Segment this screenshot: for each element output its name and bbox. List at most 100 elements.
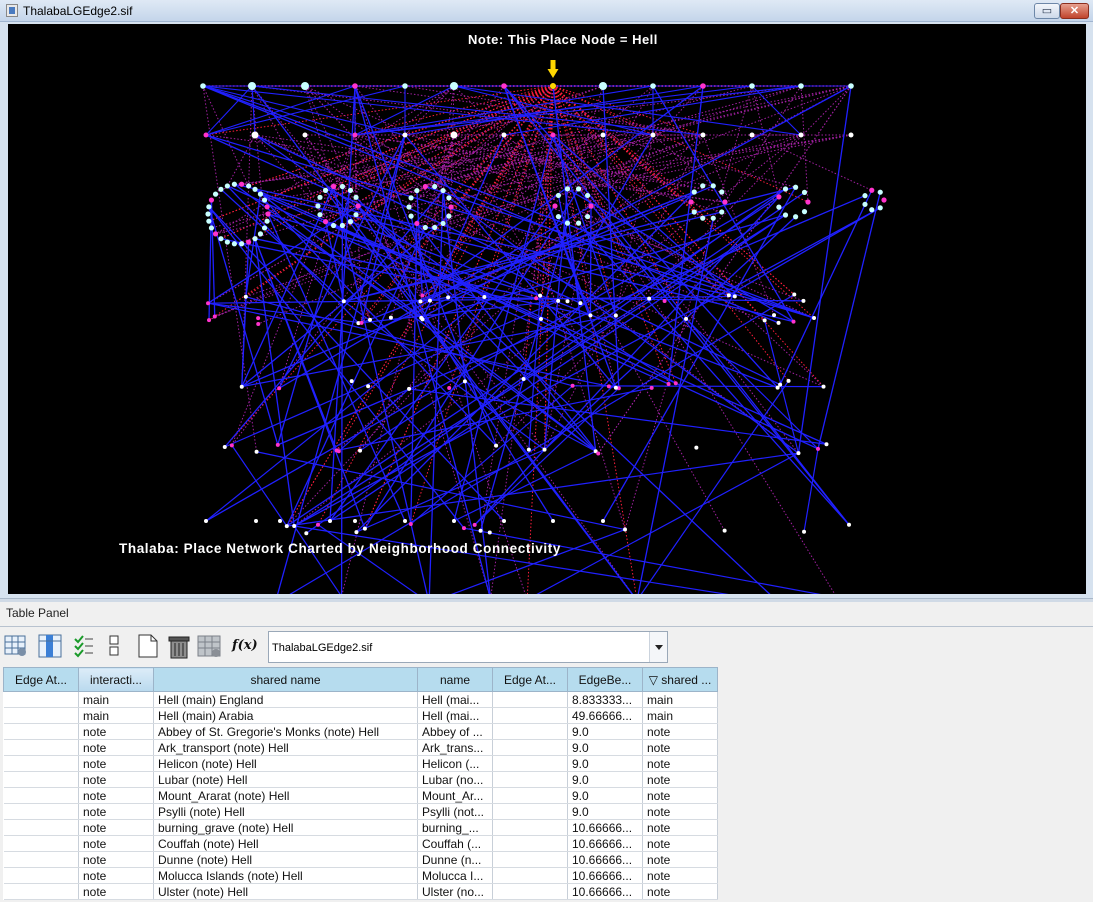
network-node[interactable] [243,294,248,299]
table-cell[interactable]: Molucca Islands (note) Hell [153,867,418,884]
network-node[interactable] [448,204,454,210]
network-node[interactable] [206,218,212,224]
network-node[interactable] [776,320,781,325]
network-node[interactable] [584,192,591,199]
network-node[interactable] [782,186,789,192]
table-cell[interactable]: note [642,739,718,756]
table-row[interactable]: note Couffah (note) Hell Couffah (... 10.66… [3,835,718,852]
column-header[interactable]: ▽ shared ... [642,667,718,692]
network-node[interactable] [246,183,252,189]
network-node[interactable] [613,385,618,390]
network-node[interactable] [601,519,605,523]
network-node[interactable] [450,82,458,90]
network-node[interactable] [446,213,452,219]
network-node[interactable] [317,194,323,200]
network-node[interactable] [420,293,425,298]
network-node[interactable] [330,183,337,190]
network-node[interactable] [575,220,582,226]
network-node[interactable] [494,443,499,448]
network-node[interactable] [726,293,731,298]
network-node[interactable] [212,231,219,237]
network-node[interactable] [732,294,737,299]
network-node[interactable] [200,83,206,89]
network-node[interactable] [877,205,883,211]
network-node[interactable] [222,444,227,449]
network-node[interactable] [700,183,706,189]
table-row[interactable]: note Lubar (note) Hell Lubar (no... 9.0 note [3,771,718,788]
network-node[interactable] [317,212,323,218]
table-cell[interactable]: 9.0 [567,755,643,772]
network-node[interactable] [427,298,432,303]
table-cell[interactable]: note [78,771,154,788]
network-node[interactable] [556,298,561,303]
network-node[interactable] [452,519,456,523]
minimize-button[interactable]: ▭ [1034,3,1060,19]
network-node[interactable] [801,298,806,303]
network-node[interactable] [691,189,697,195]
table-cell[interactable]: Couffah (... [417,835,493,852]
network-file-dropdown[interactable]: ThalabaLGEdge2.sif [268,631,668,663]
network-node[interactable] [231,181,237,187]
trash-icon[interactable] [167,634,191,659]
table-row[interactable]: note Helicon (note) Hell Helicon (... 9.0 no… [3,755,718,772]
table-cell[interactable] [492,691,568,708]
network-node[interactable] [275,442,280,447]
table-cell[interactable]: 9.0 [567,739,643,756]
network-node[interactable] [570,383,575,388]
table-cell[interactable]: Helicon (... [417,755,493,772]
network-node[interactable] [251,131,259,139]
network-node[interactable] [205,211,211,217]
table-row[interactable]: main Hell (main) England Hell (mai... 8.833… [3,691,718,708]
column-header[interactable]: EdgeBe... [567,667,643,692]
table-cell[interactable]: Mount_Ararat (note) Hell [153,787,418,804]
network-node[interactable] [805,199,811,205]
network-node[interactable] [418,299,423,304]
table-cell[interactable]: Couffah (note) Hell [153,835,418,852]
network-node[interactable] [555,213,562,220]
network-node[interactable] [796,451,801,456]
network-node[interactable] [487,530,492,535]
network-node[interactable] [315,522,320,527]
network-node[interactable] [206,204,212,210]
network-node[interactable] [440,187,446,194]
network-node[interactable] [339,183,346,190]
network-node[interactable] [719,189,725,195]
hell-node[interactable] [550,83,556,89]
network-node[interactable] [432,183,438,190]
table-cell[interactable]: main [78,691,154,708]
network-node[interactable] [478,528,483,533]
table-row[interactable]: note burning_grave (note) Hell burning_...… [3,819,718,836]
network-node[interactable] [349,379,354,384]
table-cell[interactable] [3,819,79,836]
table-cell[interactable]: 9.0 [567,803,643,820]
table-cell[interactable] [3,723,79,740]
network-node[interactable] [521,377,526,382]
table-cell[interactable] [3,771,79,788]
table-row[interactable]: note Psylli (note) Hell Psylli (not... 9.0 n… [3,803,718,820]
network-node[interactable] [461,526,466,531]
table-cell[interactable]: note [78,755,154,772]
network-node[interactable] [277,386,282,391]
table-cell[interactable]: 10.66666... [567,867,643,884]
network-node[interactable] [347,219,354,225]
chevron-down-icon[interactable] [649,632,667,662]
network-node[interactable] [578,301,583,306]
network-node[interactable] [352,83,358,89]
table-cell[interactable] [3,739,79,756]
table-cell[interactable] [3,867,79,884]
table-cell[interactable]: note [78,739,154,756]
table-cell[interactable]: main [642,707,718,724]
network-graph[interactable] [8,24,1086,594]
network-node[interactable] [749,132,755,138]
table-row[interactable]: main Hell (main) Arabia Hell (mai... 49.666… [3,707,718,724]
network-node[interactable] [358,448,363,453]
network-node[interactable] [596,451,601,456]
calculator-icon[interactable] [197,634,221,658]
table-cell[interactable]: note [642,755,718,772]
network-node[interactable] [862,193,868,199]
network-node[interactable] [353,519,357,523]
network-node[interactable] [229,443,234,448]
network-node[interactable] [700,215,706,221]
network-node[interactable] [239,384,244,389]
network-node[interactable] [256,316,261,321]
